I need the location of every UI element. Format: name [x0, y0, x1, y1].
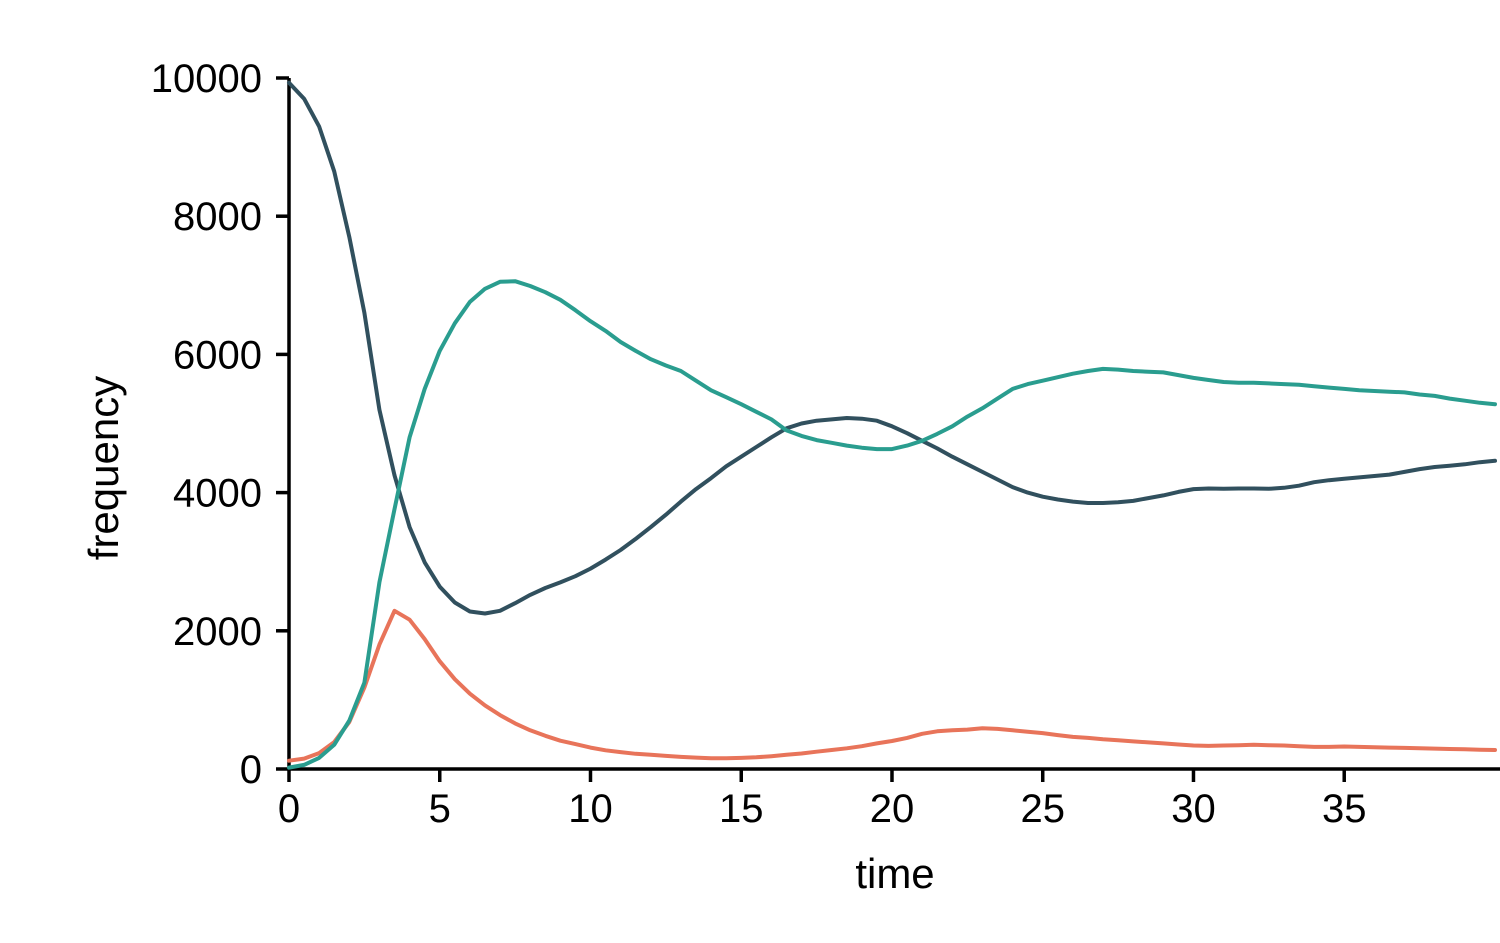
x-tick-label: 20 [870, 787, 915, 831]
x-tick-label: 5 [429, 787, 451, 831]
axis-spines [287, 78, 1500, 771]
y-tick-label: 0 [240, 748, 262, 792]
y-tick-label: 10000 [151, 57, 262, 101]
x-tick-label: 30 [1171, 787, 1216, 831]
frequency-time-line-chart: 0 5 10 15 20 25 30 35 0 2000 4000 6000 8000 10000 fre… [40, 16, 1500, 911]
series-line-dark-slate [287, 80, 1497, 616]
x-tick-label: 10 [568, 787, 613, 831]
y-axis-title: frequency [80, 375, 127, 561]
y-tick-label: 6000 [173, 333, 262, 377]
y-tick-label: 4000 [173, 472, 262, 516]
x-tick-label: 35 [1322, 787, 1367, 831]
x-tick-label: 25 [1020, 787, 1065, 831]
y-tick-label: 8000 [173, 195, 262, 239]
chart-canvas: 0 5 10 15 20 25 30 35 0 2000 4000 6000 8000 10000 [151, 57, 1500, 831]
series-line-orange [287, 608, 1497, 763]
x-axis-title: time [855, 850, 935, 897]
x-tick-label: 15 [719, 787, 764, 831]
x-tick-label: 0 [278, 787, 300, 831]
series-line-teal [287, 279, 1497, 770]
y-tick-label: 2000 [173, 610, 262, 654]
